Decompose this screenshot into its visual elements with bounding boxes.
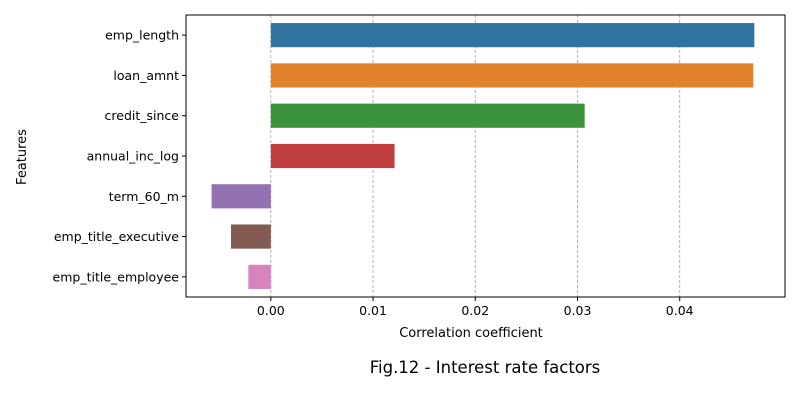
bar-emp_title_executive [230, 224, 271, 249]
y-tick-label: emp_length [105, 28, 179, 43]
x-tick-label: 0.02 [461, 303, 489, 318]
bar-term_60_m [211, 184, 271, 209]
bar-emp_length [270, 23, 755, 48]
y-tick-label: emp_title_executive [54, 229, 179, 244]
x-axis-ticks: 0.00 0.01 0.02 0.03 0.04 [257, 297, 694, 318]
y-tick-label: loan_amnt [113, 68, 179, 83]
bar-loan_amnt [270, 63, 754, 88]
y-tick-label: annual_inc_log [87, 149, 179, 164]
x-axis-label: Correlation coefficient [399, 326, 543, 341]
bar-annual_inc_log [270, 143, 395, 169]
y-axis-label: Features [15, 129, 30, 185]
x-tick-label: 0.00 [257, 303, 285, 318]
x-tick-label: 0.03 [564, 303, 592, 318]
y-axis-ticks: emp_length loan_amnt credit_since annual_in… [53, 28, 186, 284]
grid-lines [270, 15, 681, 297]
y-tick-label: emp_title_employee [53, 269, 180, 284]
bar-emp_title_employee [248, 264, 271, 289]
bar-credit_since [270, 103, 585, 128]
x-tick-label: 0.04 [666, 303, 694, 318]
y-tick-label: term_60_m [109, 189, 179, 204]
figure-caption: Fig.12 - Interest rate factors [370, 358, 601, 377]
bars [211, 23, 755, 289]
y-tick-label: credit_since [105, 108, 180, 123]
x-tick-label: 0.01 [359, 303, 387, 318]
